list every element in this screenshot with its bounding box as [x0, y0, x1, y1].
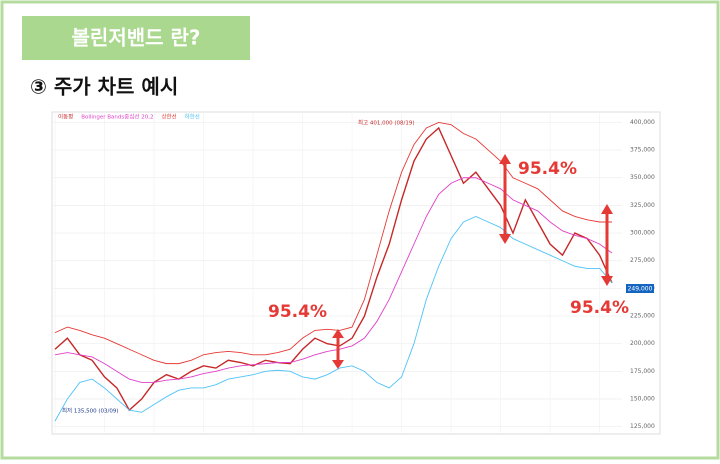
band-percent: 95.4%: [268, 302, 327, 322]
series-line: [54, 177, 613, 383]
y-tick-label: 325,000: [630, 202, 655, 209]
badge-text: 볼린저밴드 란?: [72, 26, 201, 50]
last-price: 249,000: [628, 286, 653, 293]
series-line: [54, 121, 612, 365]
y-tick-label: 400,000: [630, 119, 655, 126]
y-tick-label: 125,000: [630, 423, 655, 430]
legend-entry: 상한선: [161, 113, 176, 121]
legend: 이동평 Bollinger Bands중심선 20,2 상한선 하한선: [58, 113, 200, 121]
series-line: [54, 126, 613, 412]
arrows: [332, 154, 613, 369]
series-line: [54, 215, 613, 422]
arrow-head: [332, 329, 344, 369]
last-price-box: [626, 284, 654, 293]
y-tick-label: 225,000: [630, 313, 655, 320]
y-tick-label: 275,000: [630, 257, 655, 264]
chart-frame: [51, 111, 661, 435]
arrow-head: [601, 204, 613, 286]
band-percent: 95.4%: [570, 298, 629, 318]
legend-entry: Bollinger Bands중심선 20,2: [81, 113, 153, 121]
y-tick-label: 150,000: [630, 396, 655, 403]
y-tick-label: 375,000: [630, 147, 655, 154]
y-tick-label: 350,000: [630, 174, 655, 181]
y-tick-label: 175,000: [630, 368, 655, 375]
section-title: ③ 주가 차트 예시: [30, 75, 178, 99]
band-percent: 95.4%: [518, 159, 577, 179]
legend-entry: 이동평: [58, 113, 73, 121]
high-label: 최고 401,000 (08/19): [358, 119, 415, 127]
y-tick-label: 300,000: [630, 230, 655, 237]
arrow-head: [499, 154, 511, 244]
y-tick-label: 200,000: [630, 340, 655, 347]
legend-entry: 하한선: [185, 113, 200, 121]
low-label: 최저 135,500 (03/09): [62, 407, 119, 415]
badge: [22, 16, 250, 60]
